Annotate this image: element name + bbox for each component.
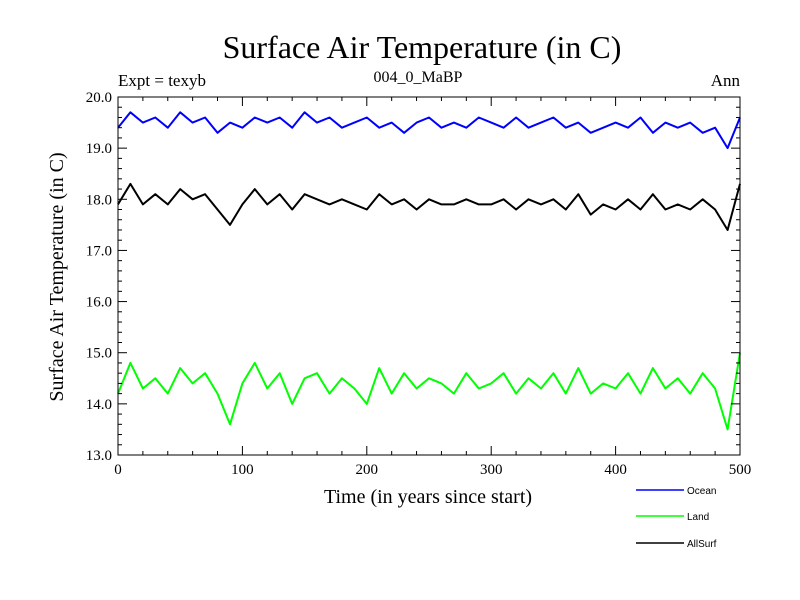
x-tick-label: 400: [604, 462, 627, 478]
y-tick-label: 14.0: [86, 397, 112, 413]
legend-label-allsurf: AllSurf: [687, 539, 717, 550]
x-tick-label: 0: [114, 462, 122, 478]
series-line-ocean: [117, 111, 741, 150]
y-axis-label: Surface Air Temperature (in C): [46, 152, 68, 401]
x-tick-label: 200: [356, 462, 379, 478]
experiment-label: Expt = texyb: [118, 71, 206, 90]
chart-title: Surface Air Temperature (in C): [223, 29, 622, 65]
plot-frame: [117, 96, 741, 456]
series-layer: [117, 111, 741, 431]
legend: Ocean Land AllSurf: [636, 486, 717, 550]
series-line-land: [117, 352, 741, 431]
legend-label-land: Land: [687, 512, 709, 523]
x-tick-label: 100: [231, 462, 254, 478]
y-tick-label: 13.0: [86, 448, 112, 464]
x-tick-label: 500: [729, 462, 752, 478]
series-line-allsurf: [117, 182, 741, 231]
y-tick-label: 18.0: [86, 192, 112, 208]
y-tick-label: 16.0: [86, 295, 112, 311]
y-tick-label: 20.0: [86, 90, 112, 106]
x-tick-label: 300: [480, 462, 503, 478]
season-label: Ann: [711, 71, 741, 90]
chart-subtitle: 004_0_MaBP: [374, 69, 463, 86]
x-axis-label: Time (in years since start): [324, 486, 532, 508]
plot-area: 0 100 200 300 400 500 13.0 14.0 15.0 16.0 17.0 18.0…: [86, 90, 752, 478]
y-tick-label: 15.0: [86, 346, 112, 362]
axis-layer: 0 100 200 300 400 500 13.0 14.0 15.0 16.0 17.0 18.0…: [86, 90, 752, 478]
legend-label-ocean: Ocean: [687, 486, 716, 497]
y-tick-label: 19.0: [86, 141, 112, 157]
y-tick-label: 17.0: [86, 243, 112, 259]
